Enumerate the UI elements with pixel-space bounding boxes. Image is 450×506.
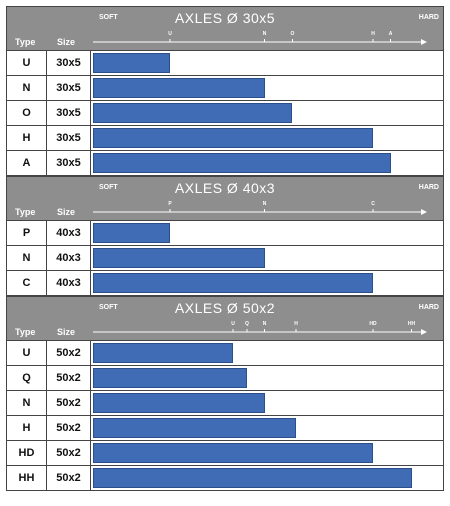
axle-size-label: 50x2 [47,366,91,390]
column-header-type: Type [15,327,36,337]
axle-type-label: C [7,271,47,295]
axle-type-label: HH [7,466,47,490]
scale-label-hard: HARD [419,184,439,191]
axle-size-label: 40x3 [47,221,91,245]
scale-tick-label: H [371,31,375,37]
table-row: O 30x5 [6,101,444,126]
scale-tick-label: U [168,31,172,37]
column-header-type: Type [15,207,36,217]
axle-type-label: U [7,51,47,75]
table-row: N 50x2 [6,391,444,416]
axle-type-label: N [7,76,47,100]
axle-type-label: O [7,101,47,125]
section-title: AXLES Ø 40x3 [174,180,276,196]
column-header-type: Type [15,37,36,47]
axle-type-label: N [7,246,47,270]
table-row: U 50x2 [6,341,444,366]
hardness-bar [93,128,373,148]
column-header-size: Size [57,327,76,337]
scale-tick-label: P [168,201,172,207]
hardness-bar [93,78,265,98]
axle-section-3: AXLES Ø 50x2 Type Size SOFT HARD U Q N H HD HH U 50x… [6,296,444,491]
axle-size-label: 30x5 [47,51,91,75]
axle-size-label: 50x2 [47,466,91,490]
hardness-bar [93,443,373,463]
table-row: P 40x3 [6,221,444,246]
scale-tick-label: N [263,201,267,207]
section-title: AXLES Ø 50x2 [174,300,276,316]
hardness-bar [93,103,292,123]
hardness-scale: SOFT HARD U N O H A [93,14,439,45]
axle-size-label: 30x5 [47,151,91,175]
scale-label-soft: SOFT [99,14,118,21]
hardness-scale: SOFT HARD U Q N H HD HH [93,304,439,335]
hardness-bar [93,53,170,73]
scale-tick-label: O [291,31,295,37]
axles-hardness-chart: AXLES Ø 30x5 Type Size SOFT HARD U N O H A U 30x5 N 3… [6,6,444,500]
scale-arrow-icon [421,39,427,45]
section-title: AXLES Ø 30x5 [174,10,276,26]
section-header: AXLES Ø 30x5 Type Size SOFT HARD U N O H A [6,6,444,51]
axle-size-label: 50x2 [47,341,91,365]
table-row: N 40x3 [6,246,444,271]
scale-tick-label: U [231,321,235,327]
axle-type-label: N [7,391,47,415]
scale-label-hard: HARD [419,304,439,311]
axle-size-label: 50x2 [47,441,91,465]
table-row: HH 50x2 [6,466,444,491]
scale-tick-label: HH [408,321,416,327]
axle-size-label: 30x5 [47,126,91,150]
table-row: HD 50x2 [6,441,444,466]
scale-tick-label: A [389,31,393,37]
scale-tick-label: Q [245,321,249,327]
axle-size-label: 30x5 [47,101,91,125]
section-header: AXLES Ø 40x3 Type Size SOFT HARD P N C [6,176,444,221]
axle-size-label: 50x2 [47,416,91,440]
scale-arrow-icon [421,329,427,335]
hardness-bar [93,273,373,293]
scale-tick-label: N [263,31,267,37]
table-row: A 30x5 [6,151,444,176]
hardness-bar [93,393,265,413]
scale-tick-label: C [371,201,375,207]
table-row: H 50x2 [6,416,444,441]
axle-type-label: U [7,341,47,365]
hardness-bar [93,248,265,268]
axle-size-label: 30x5 [47,76,91,100]
hardness-scale: SOFT HARD P N C [93,184,439,215]
table-row: Q 50x2 [6,366,444,391]
axle-type-label: A [7,151,47,175]
table-row: C 40x3 [6,271,444,296]
hardness-bar [93,153,391,173]
axle-type-label: H [7,416,47,440]
scale-label-soft: SOFT [99,304,118,311]
axle-section-1: AXLES Ø 30x5 Type Size SOFT HARD U N O H A U 30x5 N 3… [6,6,444,176]
axle-size-label: 40x3 [47,246,91,270]
section-header: AXLES Ø 50x2 Type Size SOFT HARD U Q N H HD HH [6,296,444,341]
hardness-bar [93,368,247,388]
scale-label-soft: SOFT [99,184,118,191]
table-row: H 30x5 [6,126,444,151]
column-header-size: Size [57,207,76,217]
axle-type-label: HD [7,441,47,465]
hardness-bar [93,223,170,243]
table-row: N 30x5 [6,76,444,101]
scale-tick-label: HD [369,321,377,327]
scale-tick-label: N [263,321,267,327]
scale-tick-label: H [294,321,298,327]
column-header-size: Size [57,37,76,47]
scale-arrow-icon [421,209,427,215]
hardness-bar [93,468,412,488]
hardness-bar [93,418,296,438]
hardness-bar [93,343,233,363]
table-row: U 30x5 [6,51,444,76]
scale-label-hard: HARD [419,14,439,21]
axle-type-label: P [7,221,47,245]
axle-type-label: H [7,126,47,150]
axle-size-label: 50x2 [47,391,91,415]
axle-type-label: Q [7,366,47,390]
axle-size-label: 40x3 [47,271,91,295]
axle-section-2: AXLES Ø 40x3 Type Size SOFT HARD P N C P 40x3 N 40x… [6,176,444,296]
